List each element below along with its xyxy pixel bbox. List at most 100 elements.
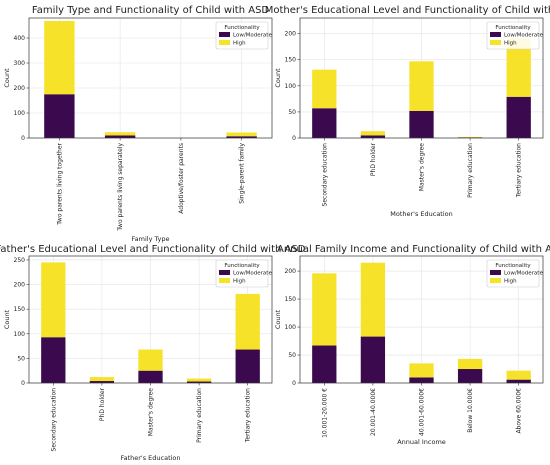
chart-title: Mother's Educational Level and Functiona… [265,5,550,16]
legend: Functionality Low/Moderate High [215,259,272,288]
bar-low-moderate-1 [312,108,337,138]
bar-high-1 [44,21,75,95]
bar-high-2 [89,377,115,382]
x-axis-label: Annual Income [397,438,446,446]
bar-high-3 [409,61,434,111]
legend-swatch [219,32,230,37]
legend: Functionality Low/Moderate High [215,21,272,50]
legend-title: Functionality [224,25,260,31]
legend-swatch [490,278,501,283]
y-axis-label: Count [274,68,282,88]
x-tick-label: 20.001-40.000€ [370,388,377,436]
bar-low-moderate-3 [409,377,434,383]
bar-low-moderate-1 [41,337,66,383]
legend-swatch [490,32,501,37]
x-axis-label: Father's Education [120,454,180,462]
x-tick-label: Primary education [196,388,203,443]
y-tick-label: 0 [292,135,296,142]
y-tick-label: 200 [285,268,297,275]
x-tick-label: Two parents living separately [117,143,124,232]
y-tick-label: 200 [14,85,26,92]
chart-4: 0 50 100 150 200 10.001-20.000 € 20.001-40.000… [274,244,550,446]
legend-swatch [219,278,230,283]
bar-high-4 [457,358,483,370]
y-axis-label: Count [274,309,282,329]
legend-label: Low/Moderate [504,271,543,277]
x-tick-label: Master's degree [419,143,426,192]
chart-1: 0 100 200 300 400 Two parents living together… [3,5,272,243]
y-tick-label: 200 [285,31,297,38]
legend-label: Low/Moderate [233,271,272,277]
bar-high-5 [235,293,260,350]
legend-label: High [504,41,517,47]
bar-low-moderate-5 [506,96,531,138]
x-axis-label: Family Type [132,235,170,243]
legend-label: Low/Moderate [233,33,272,39]
bar-low-moderate-1 [44,94,75,138]
x-axis-label: Mother's Education [390,210,453,218]
bar-high-5 [506,370,531,380]
x-tick-label: Two parents living together [56,142,63,225]
x-tick-label: PhD holder [99,387,106,421]
legend-label: Low/Moderate [504,33,543,39]
x-tick-label: Tertiary education [245,388,252,443]
y-tick-label: 150 [285,296,297,303]
x-tick-label: 40.001-60.000€ [419,388,426,436]
y-tick-label: 0 [292,380,296,387]
legend-title: Functionality [495,263,531,269]
x-tick-label: Master's degree [148,388,155,437]
x-tick-label: Above 60.000€ [516,388,523,434]
bar-low-moderate-2 [360,135,386,138]
bar-low-moderate-4 [226,136,257,138]
chart-3: 0 50 100 150 200 250 Secondary education PhD ho… [0,244,306,462]
bar-low-moderate-2 [360,336,386,383]
x-tick-label: PhD holder [370,142,377,176]
y-tick-label: 50 [288,109,296,116]
y-tick-label: 0 [21,380,25,387]
bar-low-moderate-3 [409,110,434,138]
legend-label: High [504,279,517,285]
bar-low-moderate-5 [506,379,531,383]
bar-high-4 [226,132,257,137]
bar-low-moderate-2 [89,381,115,383]
y-tick-label: 250 [14,257,26,264]
x-tick-label: Adoptive/foster parents [178,143,185,214]
y-tick-label: 150 [285,57,297,64]
y-tick-label: 150 [14,306,26,313]
bar-low-moderate-2 [104,135,136,138]
legend: Functionality Low/Moderate High [486,259,543,288]
chart-title: Annual Family Income and Functionality o… [277,244,550,255]
y-tick-label: 300 [14,60,26,67]
legend-label: High [233,41,246,47]
x-tick-label: Below 10.000€ [467,388,474,433]
chart-2: 0 50 100 150 200 Secondary education PhD holde… [265,5,550,218]
legend-title: Functionality [495,25,531,31]
bar-high-3 [138,349,163,371]
bar-high-2 [360,131,386,136]
y-tick-label: 50 [288,352,296,359]
legend-swatch [490,40,501,45]
x-tick-label: Tertiary education [516,143,523,198]
y-axis-label: Count [3,309,11,329]
legend-swatch [490,270,501,275]
bar-high-1 [312,273,337,346]
x-tick-label: Secondary education [321,143,328,207]
bar-high-1 [312,69,337,109]
x-tick-label: Secondary education [50,388,57,452]
y-tick-label: 100 [14,110,26,117]
y-tick-label: 100 [285,324,297,331]
bar-low-moderate-1 [312,345,337,383]
bar-low-moderate-3 [138,370,163,383]
y-axis-label: Count [3,68,11,88]
legend-title: Functionality [224,263,260,269]
legend-label: High [233,279,246,285]
y-tick-label: 100 [285,83,297,90]
bar-high-2 [360,262,386,337]
y-tick-label: 400 [14,35,26,42]
chart-title: Father's Educational Level and Functiona… [0,244,306,255]
bar-high-2 [104,132,136,136]
bar-low-moderate-4 [186,381,212,383]
x-tick-label: Single-parent family [239,143,246,204]
chart-title: Family Type and Functionality of Child w… [32,5,270,16]
x-tick-label: Primary education [467,143,474,198]
